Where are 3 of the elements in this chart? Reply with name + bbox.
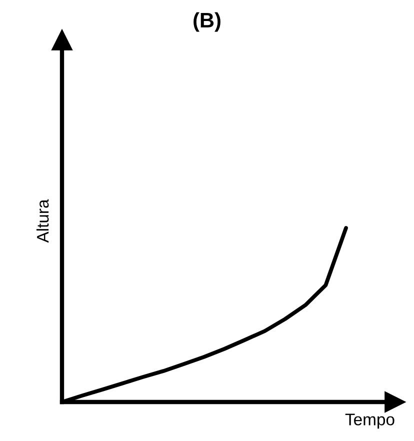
x-axis-title: Tempo: [345, 414, 394, 429]
chart-title: (B): [194, 12, 220, 32]
y-axis-title: Altura: [36, 199, 49, 243]
